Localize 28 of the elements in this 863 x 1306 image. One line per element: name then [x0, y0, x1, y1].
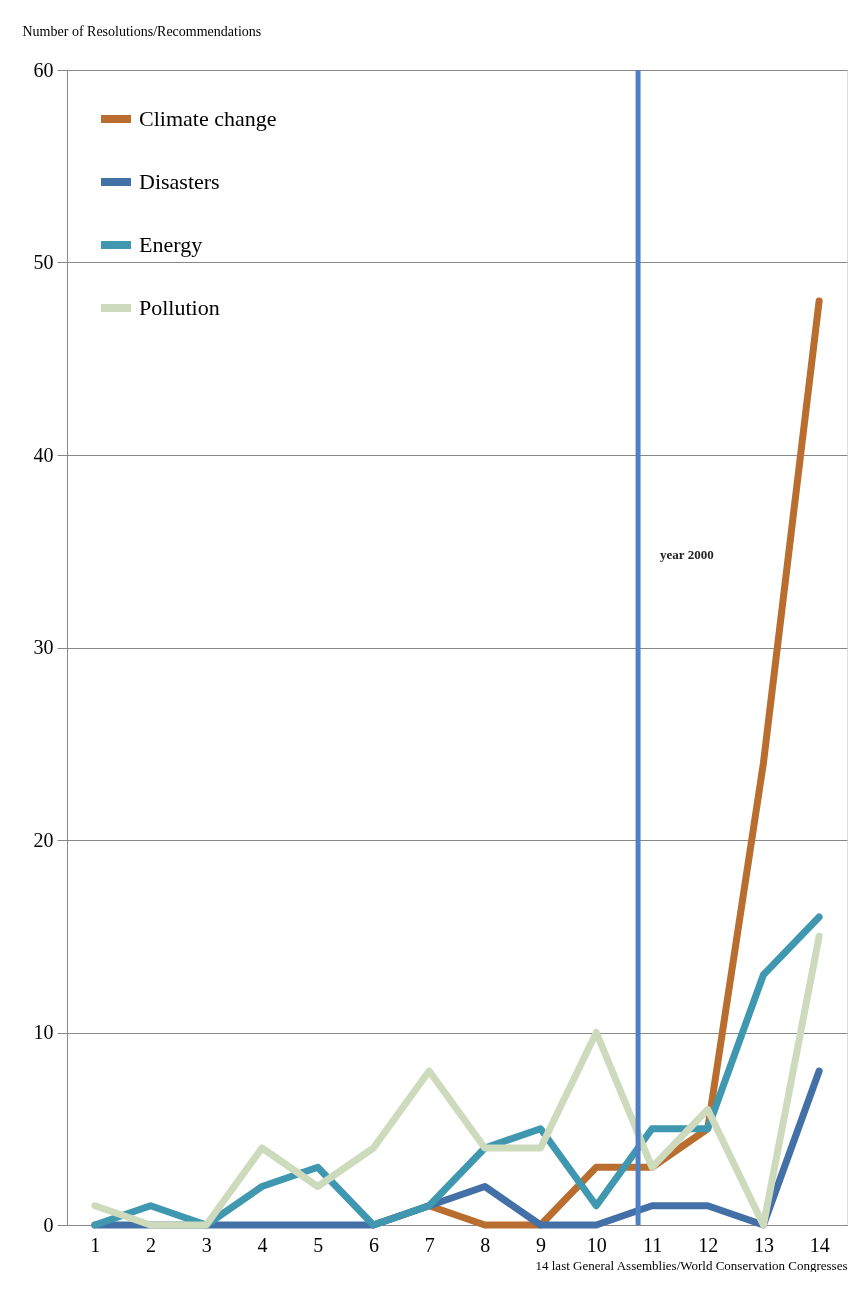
y-tick-label: 60: [33, 58, 54, 81]
ref-line-label: year 2000: [660, 547, 714, 563]
legend-label: Climate change: [139, 106, 277, 131]
x-tick-label: 6: [368, 1233, 379, 1256]
x-tick-label: 1: [90, 1233, 101, 1256]
x-tick-label: 4: [257, 1233, 268, 1256]
legend-label: Disasters: [139, 169, 220, 194]
y-tick-label: 10: [33, 1021, 54, 1043]
x-axis-title: 14 last General Assemblies/World Conservation Congresses: [535, 1257, 848, 1273]
x-tick-label: 7: [424, 1233, 435, 1256]
x-tick-label: 14: [809, 1233, 830, 1256]
x-tick-label: 13: [753, 1233, 774, 1256]
x-tick-label: 12: [698, 1233, 719, 1256]
x-tick-label: 10: [586, 1233, 607, 1256]
x-tick-label: 9: [536, 1233, 547, 1256]
x-tick-label: 8: [480, 1233, 491, 1256]
legend-label: Energy: [139, 232, 203, 257]
x-tick-label: 3: [201, 1233, 212, 1256]
y-tick-label: 0: [43, 1213, 54, 1236]
y-tick-label: 40: [33, 443, 54, 466]
x-tick-label: 11: [642, 1233, 663, 1256]
y-tick-label: 50: [33, 251, 54, 273]
y-tick-label: 30: [33, 636, 54, 658]
y-tick-label: 20: [33, 828, 54, 851]
x-tick-label: 5: [313, 1233, 324, 1256]
legend-label: Pollution: [139, 295, 220, 320]
y-axis-title: Number of Resolutions/Recommendations: [22, 23, 262, 39]
x-tick-label: 2: [146, 1233, 157, 1256]
